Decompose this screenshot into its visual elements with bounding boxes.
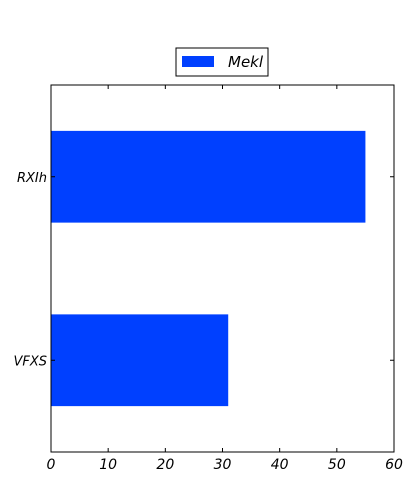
legend: Mekl	[175, 47, 269, 77]
bars-group	[51, 130, 366, 407]
bar-rxih	[51, 130, 366, 223]
y-category-label: RXIh	[17, 171, 47, 186]
x-tick-label: 20	[156, 457, 174, 473]
y-category-label: VFXS	[13, 354, 47, 369]
x-axis-ticks: 0 10 20 30 40 50 60	[47, 85, 403, 473]
bar-vfxs	[51, 314, 229, 407]
x-tick-label: 0	[47, 457, 56, 473]
x-tick-label: 30	[214, 457, 232, 473]
x-tick-label: 50	[328, 457, 346, 473]
x-tick-label: 10	[99, 457, 117, 473]
y-axis-ticks: VFXS RXIh	[13, 171, 394, 369]
legend-swatch	[182, 56, 214, 67]
legend-label: Mekl	[228, 53, 264, 71]
x-tick-label: 40	[271, 457, 289, 473]
x-tick-label: 60	[385, 457, 403, 473]
